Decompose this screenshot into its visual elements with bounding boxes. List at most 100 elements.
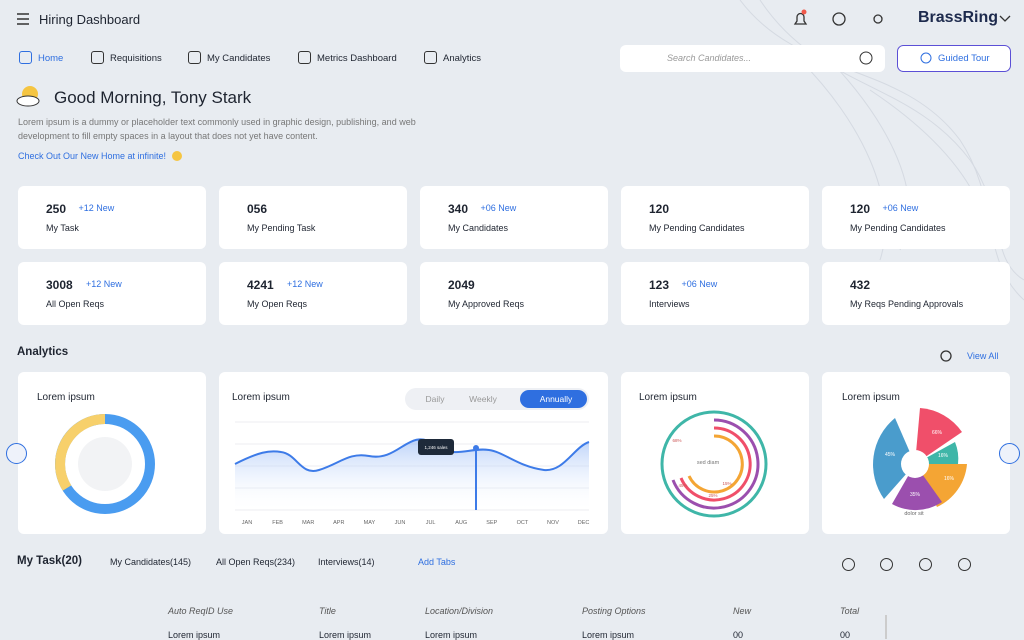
table-cell: Lorem ipsum [425, 630, 478, 640]
chart-label: 16% [944, 476, 955, 482]
toolbar-icon[interactable] [880, 558, 893, 571]
stat-new: +06 New [681, 279, 718, 289]
nav-item[interactable]: Metrics Dashboard [317, 53, 397, 64]
table-header: Title [319, 606, 336, 616]
nav-item[interactable]: Home [38, 53, 64, 64]
view-all[interactable]: View All [967, 351, 999, 361]
card-title: Lorem ipsum [842, 392, 900, 403]
task-tab[interactable]: Interviews(14) [318, 557, 375, 567]
card-title: Lorem ipsum35 [37, 392, 95, 403]
chart-label: Annually [540, 394, 573, 404]
stat-value: 2049 [448, 278, 475, 292]
donut-card: Lorem ipsum35 [18, 372, 206, 534]
chart-graphic: sed diam 68% 45% 15% 25% [660, 410, 768, 518]
nav-item[interactable]: Requisitions [110, 53, 162, 64]
chart-label: APR [333, 520, 344, 526]
stat-card: 120 My Pending Candidates [621, 186, 809, 249]
search-box[interactable] [620, 45, 885, 72]
stat-new: +12 New [78, 203, 115, 213]
stat-new: +06 New [882, 203, 919, 213]
nav-icon [424, 51, 437, 64]
settings-icon[interactable] [940, 350, 952, 362]
bell-icon[interactable] [793, 12, 808, 25]
link-icon[interactable] [832, 12, 846, 26]
stat-card: 2049 My Approved Reqs [420, 262, 608, 325]
stat-value: 4241 [247, 278, 274, 292]
brand-chevron[interactable] [999, 15, 1011, 22]
chart-label: 45% [678, 483, 687, 488]
chart-label: Daily [426, 394, 446, 404]
task-title: My Task(20) [17, 555, 82, 567]
carousel-next[interactable] [999, 443, 1020, 464]
stat-label: My Open Reqs [247, 299, 308, 309]
stat-label: My Reqs Pending Approvals [850, 299, 964, 309]
chart-label: 35% [910, 492, 921, 498]
search-input[interactable]: Search Candidates... [667, 53, 752, 63]
toolbar-icon[interactable] [958, 558, 971, 571]
toolbar-icon[interactable] [919, 558, 932, 571]
promo-link[interactable]: Check Out Our New Home at infinite! [18, 151, 167, 161]
table-header: Auto ReqID Use [168, 606, 234, 616]
stat-value: 3008 [46, 278, 73, 292]
stat-card: 432 My Reqs Pending Approvals [822, 262, 1010, 325]
nav-icon [188, 51, 201, 64]
nav-item[interactable]: My Candidates [207, 53, 271, 64]
description: Lorem ipsum is a dummy or placeholder te… [18, 117, 416, 127]
header-title: Hiring Dashboard [39, 12, 141, 27]
chart-label: 25% [708, 493, 717, 498]
stat-card: 056 My Pending Task [219, 186, 407, 249]
stat-label: My Pending Candidates [850, 223, 946, 233]
theme-icon[interactable] [873, 14, 883, 24]
stat-label: My Approved Reqs [448, 299, 525, 309]
chart-label: MAR [302, 520, 314, 526]
chart-label: Weekly [469, 394, 497, 404]
menu-icon[interactable] [17, 13, 29, 25]
description: development to fill empty spaces in a la… [18, 131, 318, 141]
stat-value: 120 [850, 202, 871, 216]
section-title: Analytics [17, 346, 69, 358]
weather-icon [16, 86, 40, 107]
table-cell: 00 [733, 630, 744, 640]
stat-new: +12 New [86, 279, 122, 289]
greeting: Good Morning, Tony Stark [54, 88, 252, 107]
chart-graphic: Daily Weekly Annually 1,246 sales JAN FEB MAR A… [234, 388, 590, 526]
chart-label: 66% [932, 430, 943, 436]
task-tab[interactable]: All Open Reqs(234) [216, 557, 296, 567]
table-cell: 00 [840, 630, 851, 640]
chart-label: 15% [722, 481, 731, 486]
table-header: New [733, 606, 752, 616]
add-tabs[interactable]: Add Tabs [418, 557, 456, 567]
table-cell: Lorem ipsum [319, 630, 372, 640]
task-tab[interactable]: My Candidates(145) [110, 557, 192, 567]
stat-card: 340 +06 New My Candidates [420, 186, 608, 249]
chart-graphic [55, 414, 155, 514]
table-cell: Lorem ipsum [582, 630, 635, 640]
stat-card: 123 +06 New Interviews [621, 262, 809, 325]
toolbar-icon[interactable] [842, 558, 855, 571]
card-title: Lorem ipsum [639, 392, 697, 403]
stat-label: My Pending Task [247, 223, 316, 233]
table-header: Posting Options [582, 606, 646, 616]
chart-label: AUG [455, 520, 467, 526]
stat-label: My Pending Candidates [649, 223, 745, 233]
guided-tour-button[interactable] [897, 45, 1011, 72]
scrollbar [885, 615, 887, 639]
stat-value: 340 [448, 202, 469, 216]
chart-label: JAN [242, 520, 252, 526]
carousel-prev[interactable] [6, 443, 27, 464]
nav-icon [91, 51, 104, 64]
chart-label: DEC [578, 520, 590, 526]
guided-tour[interactable]: Guided Tour [938, 53, 990, 64]
nav-icon [19, 51, 32, 64]
stat-value: 250 [46, 202, 67, 216]
search-icon[interactable] [859, 51, 873, 65]
stat-value: 432 [850, 278, 871, 292]
chart-label: 45% [885, 452, 896, 458]
chart-label: 68% [672, 438, 681, 443]
polar-card: 66% 16% 16% 35% 45% dolor sit Lorem ipsum [822, 372, 1010, 534]
stat-card: 250 +12 New My Task [18, 186, 206, 249]
table-cell: Lorem ipsum [168, 630, 221, 640]
nav-item[interactable]: Analytics [443, 53, 482, 64]
